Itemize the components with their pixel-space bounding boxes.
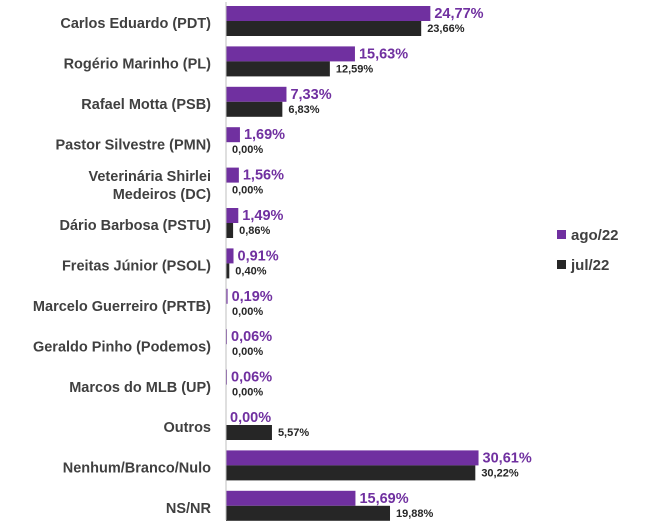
category-label: Marcos do MLB (UP)	[69, 380, 211, 396]
data-label-jul-22: 0,00%	[232, 346, 263, 358]
data-label-jul-22: 0,00%	[232, 306, 263, 318]
bar-jul-22	[226, 21, 422, 36]
bar-ago-22	[226, 208, 239, 223]
plot-area: Carlos Eduardo (PDT) 24,77%23,66% Rogério …	[33, 6, 532, 521]
category-label: Rafael Motta (PSB)	[81, 97, 211, 113]
data-label-jul-22: 0,00%	[232, 387, 263, 399]
data-label-jul-22: 23,66%	[427, 23, 465, 35]
bar-jul-22	[226, 61, 330, 77]
data-label-ago-22: 1,49%	[242, 208, 283, 224]
data-label-jul-22: 0,00%	[232, 144, 263, 156]
bar-ago-22	[226, 490, 356, 506]
bar-ago-22	[226, 127, 240, 143]
bar-ago-22	[226, 46, 355, 62]
data-label-ago-22: 7,33%	[290, 87, 331, 103]
data-label-ago-22: 24,77%	[434, 6, 483, 22]
data-label-ago-22: 0,06%	[231, 329, 272, 345]
bar-ago-22	[226, 6, 431, 21]
bar-ago-22	[226, 288, 228, 304]
data-label-ago-22: 1,56%	[243, 168, 284, 184]
data-label-jul-22: 19,88%	[396, 508, 434, 520]
category-label: Marcelo Guerreiro (PRTB)	[33, 299, 211, 315]
category-label: NS/NR	[166, 501, 212, 517]
legend-entry: ago/22	[571, 227, 619, 244]
data-label-jul-22: 30,22%	[481, 467, 519, 479]
legend-swatch	[557, 230, 566, 239]
legend-entry: jul/22	[570, 257, 609, 274]
bar-jul-22	[226, 101, 283, 117]
data-label-ago-22: 0,19%	[232, 289, 273, 305]
data-label-ago-22: 0,06%	[231, 370, 272, 386]
data-label-jul-22: 0,40%	[235, 265, 266, 277]
data-label-jul-22: 6,83%	[288, 104, 319, 116]
data-label-jul-22: 12,59%	[336, 63, 374, 75]
bar-jul-22	[226, 465, 476, 481]
legend: ago/22 jul/22	[557, 227, 619, 274]
category-label: Pastor Silvestre (PMN)	[55, 137, 211, 153]
bar-ago-22	[226, 450, 479, 466]
category-label: Dário Barbosa (PSTU)	[60, 218, 212, 234]
data-label-ago-22: 15,63%	[359, 46, 408, 62]
data-label-ago-22: 30,61%	[483, 450, 532, 466]
data-label-jul-22: 0,86%	[239, 225, 270, 237]
bar-jul-22	[226, 425, 272, 440]
bar-jul-22	[226, 505, 391, 521]
data-label-ago-22: 1,69%	[244, 127, 285, 143]
category-label: Nenhum/Branco/Nulo	[63, 461, 211, 477]
bar-jul-22	[226, 223, 234, 238]
bar-jul-22	[226, 263, 230, 279]
bar-ago-22	[226, 86, 287, 102]
data-label-ago-22: 0,00%	[230, 410, 271, 426]
category-label: Outros	[163, 420, 211, 436]
bar-ago-22	[226, 167, 239, 183]
data-label-ago-22: 15,69%	[359, 491, 408, 507]
data-label-ago-22: 0,91%	[238, 248, 279, 264]
category-label: Veterinária Shirlei Medeiros (DC)	[88, 169, 211, 203]
bar-ago-22	[226, 248, 234, 264]
category-label: Carlos Eduardo (PDT)	[60, 16, 211, 32]
category-label: Freitas Júnior (PSOL)	[62, 259, 211, 275]
category-label: Geraldo Pinho (Podemos)	[33, 339, 211, 355]
data-label-jul-22: 5,57%	[278, 427, 309, 439]
legend-swatch	[557, 260, 566, 269]
category-label: Rogério Marinho (PL)	[64, 57, 212, 73]
data-label-jul-22: 0,00%	[232, 185, 263, 197]
